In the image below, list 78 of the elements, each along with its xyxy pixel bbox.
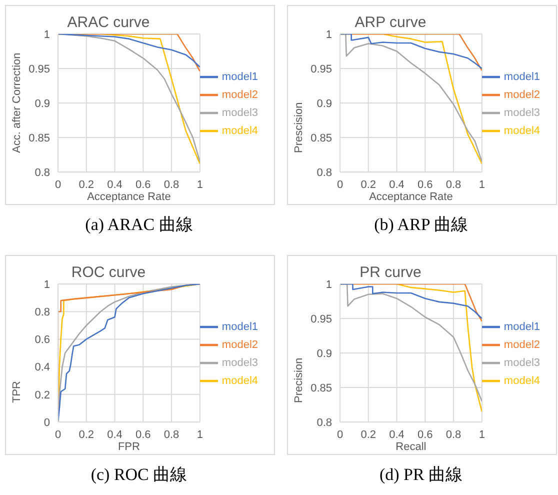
legend-label: model3 [222,356,258,369]
y-tick-label: 0.6 [34,334,50,346]
y-tick-label: 0.9 [316,98,332,110]
line-series [58,284,200,422]
y-tick-label: 0.9 [34,98,50,110]
chart-title: ROC curve [71,264,146,281]
legend-label: model2 [222,88,258,101]
y-tick-label: 0.85 [310,382,332,394]
legend-label: model2 [222,338,258,351]
legend-label: model1 [222,320,258,333]
x-tick-label: 0.6 [136,428,151,441]
x-tick-label: 0 [54,428,62,441]
y-tick-label: 1 [326,278,332,291]
x-tick-label: 1 [196,428,203,441]
x-tick-label: 0.8 [446,178,462,191]
legend-label: model3 [504,356,540,369]
legend-label: model4 [504,124,540,137]
x-axis-title: Recall [396,441,426,453]
x-tick-label: 0.4 [107,178,122,191]
legend-label: model4 [504,374,540,387]
y-tick-label: 0.8 [34,306,50,319]
y-tick-label: 1 [44,28,50,41]
text: (d) PR 曲線 [378,464,464,486]
x-tick-label: 0.4 [107,428,122,441]
y-tick-label: 1 [44,278,50,291]
x-axis-title: Acceptance Rate [369,191,453,203]
x-tick-label: 0 [336,178,344,191]
legend-label: model3 [222,106,258,119]
x-tick-label: 0.8 [446,428,462,441]
x-tick-label: 0.2 [78,178,94,191]
text: (b) ARP 曲線 [373,214,469,236]
y-tick-label: 0.95 [310,63,332,76]
x-tick-label: 0.6 [418,178,433,191]
legend-label: model4 [222,124,258,137]
legend-label: model1 [504,320,540,333]
y-tick-label: 0.4 [34,362,50,374]
legend-label: model4 [222,374,258,387]
y-tick-label: 0 [44,416,50,429]
chart-title: ARP curve [354,14,426,31]
y-tick-label: 0.95 [310,313,332,326]
x-tick-label: 0.4 [389,178,404,191]
y-tick-label: 0.85 [310,132,332,144]
x-tick-label: 0 [54,178,62,191]
x-tick-label: 0.6 [418,428,433,441]
y-axis-title: Acc. after Correction [10,52,23,153]
x-tick-label: 0.8 [164,178,180,191]
y-axis-title: TPR [10,380,23,403]
y-tick-label: 0.95 [28,63,50,76]
x-tick-label: 0.2 [360,178,376,191]
y-tick-label: 0.2 [34,389,50,402]
legend-label: model2 [504,338,540,351]
y-tick-label: 1 [326,28,332,41]
y-tick-label: 0.9 [316,348,332,360]
x-tick-label: 1 [478,178,485,191]
y-tick-label: 0.8 [316,166,332,179]
x-tick-label: 1 [196,178,203,191]
x-tick-label: 0.4 [389,428,404,441]
legend-label: model2 [504,88,540,101]
legend-label: model3 [504,106,540,119]
y-axis-title: Prescision [292,102,305,153]
x-tick-label: 0.8 [164,428,180,441]
y-tick-label: 0.8 [316,416,332,429]
y-tick-label: 0.85 [28,132,50,144]
text: (c) ROC 曲線 [90,464,188,486]
x-tick-label: 0 [336,428,344,441]
x-tick-label: 0.2 [78,428,94,441]
x-axis-title: Acceptance Rate [87,191,171,203]
legend-label: model1 [504,70,540,83]
y-tick-label: 0.8 [34,166,50,179]
chart-title: PR curve [360,264,422,281]
text: (a) ARAC 曲線 [84,214,194,236]
x-tick-label: 0.6 [136,178,151,191]
x-tick-label: 1 [478,428,485,441]
y-axis-title: Precision [292,358,305,403]
x-tick-label: 0.2 [360,428,376,441]
chart-title: ARAC curve [67,14,150,31]
legend-label: model1 [222,70,258,83]
x-axis-title: FPR [118,441,140,453]
